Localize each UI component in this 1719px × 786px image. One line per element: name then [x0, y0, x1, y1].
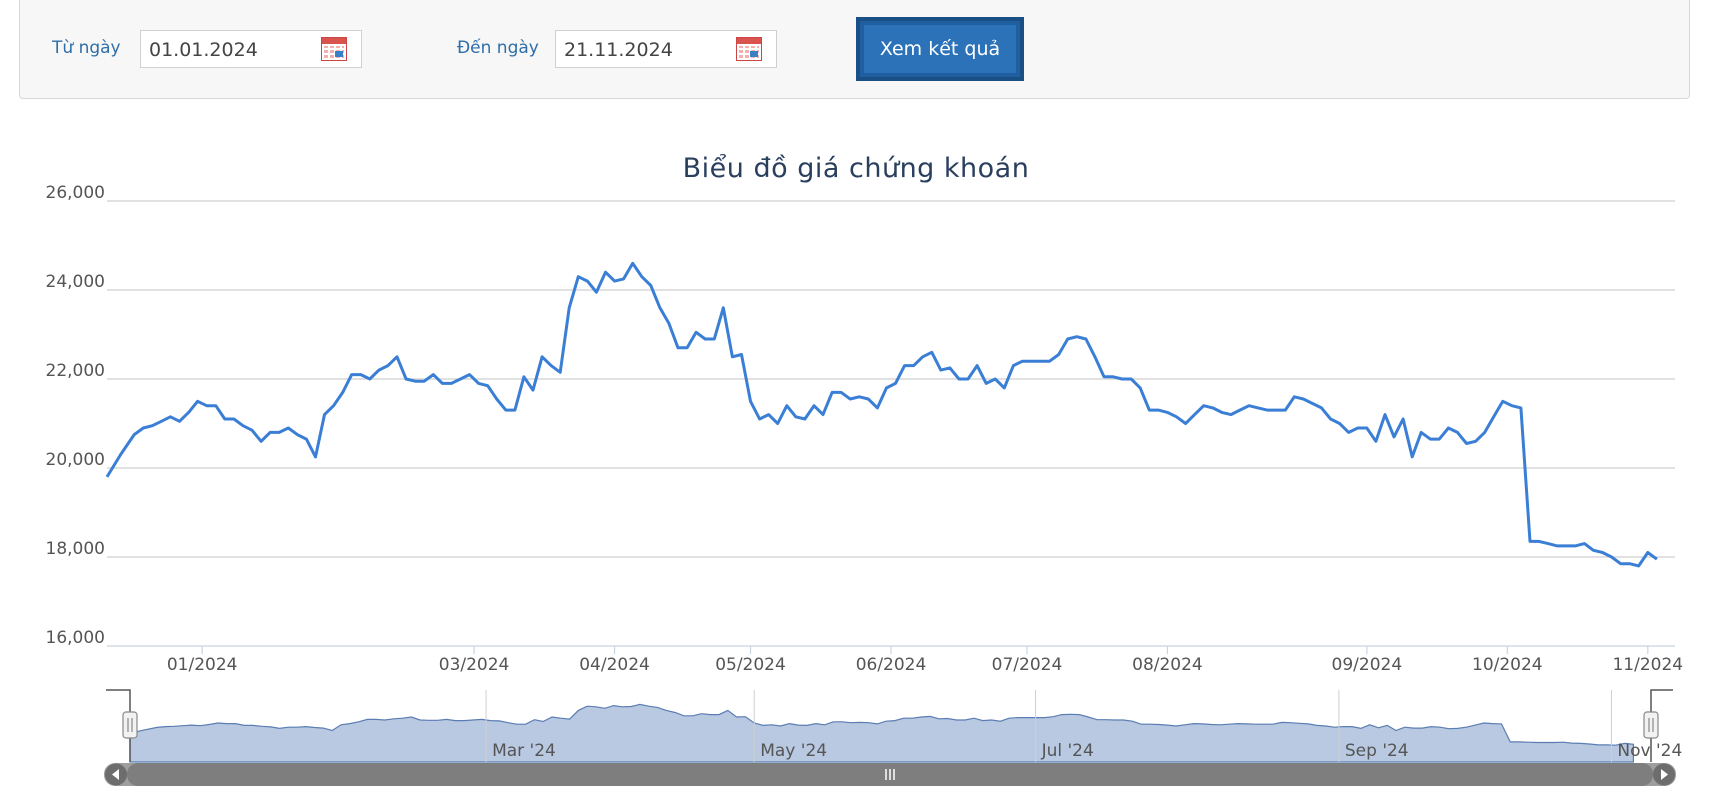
arrow-right-icon [1661, 769, 1668, 780]
arrow-left-icon [112, 769, 119, 780]
chart-title: Biểu đồ giá chứng khoán [683, 153, 1030, 184]
from-date-field[interactable] [140, 30, 362, 68]
x-tick-label: 06/2024 [856, 655, 927, 675]
y-tick-label: 26,000 [46, 183, 105, 203]
y-tick-label: 22,000 [46, 361, 105, 381]
y-axis: 16,000 18,000 20,000 22,000 24,000 26,000 [46, 183, 105, 648]
x-axis: 01/2024 03/2024 04/2024 05/2024 06/2024 07/20… [167, 646, 1683, 675]
x-tick-label: 08/2024 [1132, 655, 1203, 675]
x-tick-label: 07/2024 [992, 655, 1063, 675]
view-results-button[interactable]: Xem kết quả [856, 17, 1024, 81]
date-filter-bar: Từ ngày Đến ngày [19, 0, 1690, 99]
x-tick-label: 11/2024 [1612, 655, 1683, 675]
price-line [105, 261, 1658, 568]
navigator[interactable]: Mar '24 May '24 Jul '24 Sep '24 Nov '24 [104, 689, 1682, 786]
to-date-input[interactable] [562, 35, 736, 65]
y-tick-label: 24,000 [46, 272, 105, 292]
y-tick-label: 16,000 [46, 628, 105, 648]
grid-lines [107, 200, 1675, 647]
navigator-series [129, 703, 1634, 763]
x-tick-label: 09/2024 [1332, 655, 1403, 675]
x-tick-label: 04/2024 [579, 655, 650, 675]
view-results-label: Xem kết quả [864, 25, 1016, 73]
navigator-label: Nov '24 [1617, 741, 1682, 761]
navigator-label: Jul '24 [1041, 741, 1094, 761]
x-tick-label: 01/2024 [167, 655, 238, 675]
from-date-input[interactable] [147, 35, 321, 65]
navigator-handle-right[interactable] [1643, 711, 1659, 739]
to-date-label: Đến ngày [457, 38, 539, 58]
navigator-label: Mar '24 [492, 741, 556, 761]
calendar-icon[interactable] [321, 37, 347, 61]
calendar-icon[interactable] [736, 37, 762, 61]
to-date-field[interactable] [555, 30, 777, 68]
navigator-handle-left[interactable] [122, 711, 138, 739]
x-tick-label: 05/2024 [715, 655, 786, 675]
from-date-label: Từ ngày [52, 38, 121, 58]
x-tick-label: 10/2024 [1472, 655, 1543, 675]
navigator-label: Sep '24 [1345, 741, 1409, 761]
x-tick-label: 03/2024 [439, 655, 510, 675]
series-layer [105, 261, 1658, 568]
y-tick-label: 20,000 [46, 450, 105, 470]
navigator-label: May '24 [760, 741, 827, 761]
y-tick-label: 18,000 [46, 539, 105, 559]
